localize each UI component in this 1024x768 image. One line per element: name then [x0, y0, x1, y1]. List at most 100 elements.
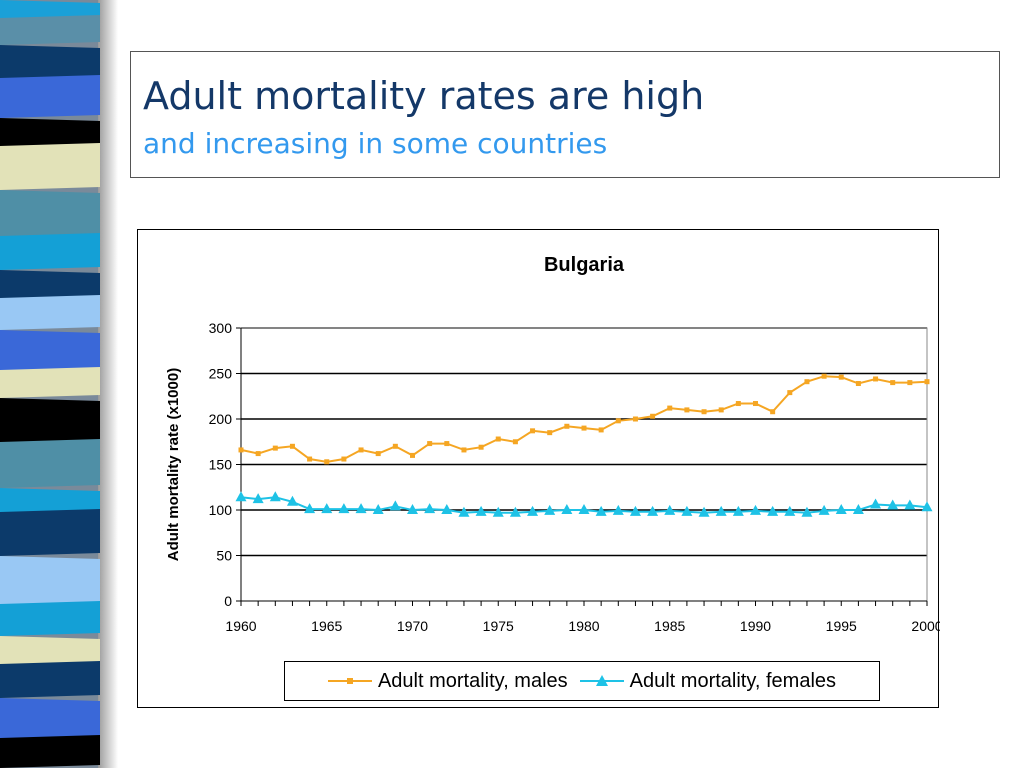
x-tick-label: 1970 — [397, 618, 428, 634]
data-point-males — [838, 374, 844, 380]
data-point-females — [595, 505, 607, 516]
data-point-females — [818, 504, 830, 515]
data-point-females — [698, 506, 710, 517]
data-point-females — [252, 493, 264, 504]
data-point-females — [338, 503, 350, 514]
data-point-females — [509, 506, 521, 517]
strip-band — [0, 439, 100, 488]
x-tick-label: 1965 — [311, 618, 342, 634]
data-point-males — [753, 401, 758, 407]
data-point-females — [852, 504, 864, 514]
data-point-males — [478, 444, 484, 450]
y-tick-label: 0 — [224, 593, 232, 609]
slide-title: Adult mortality rates are high — [143, 74, 705, 118]
data-point-males — [890, 380, 896, 386]
x-tick-label: 1985 — [654, 618, 685, 634]
data-point-females — [664, 504, 676, 515]
data-point-females — [629, 505, 641, 516]
data-point-males — [821, 373, 827, 379]
data-point-females — [544, 504, 556, 515]
x-tick-label: 2000 — [911, 618, 940, 634]
data-point-females — [561, 504, 573, 514]
data-point-females — [286, 495, 298, 506]
strip-band — [0, 190, 100, 239]
strip-band — [0, 15, 100, 45]
strip-band — [0, 330, 100, 373]
data-point-males — [238, 447, 244, 453]
data-point-males — [564, 423, 570, 429]
data-point-females — [921, 501, 933, 512]
title-box: Adult mortality rates are high and incre… — [130, 51, 1000, 178]
data-point-males — [392, 443, 398, 449]
strip-band — [0, 295, 100, 330]
data-point-males — [427, 441, 433, 447]
strip-shadow — [98, 0, 118, 768]
chart-title: Bulgaria — [544, 254, 625, 276]
data-point-males — [324, 459, 330, 465]
data-point-females — [492, 506, 504, 517]
strip-band — [0, 45, 100, 81]
data-point-males — [289, 443, 295, 449]
decorative-strip — [0, 0, 118, 768]
data-point-females — [304, 503, 316, 514]
data-point-males — [512, 439, 518, 445]
strip-band — [0, 509, 100, 556]
y-tick-label: 50 — [216, 548, 232, 564]
legend-item-males: Adult mortality, males — [327, 670, 568, 693]
data-point-females — [269, 491, 281, 502]
data-point-females — [441, 504, 453, 514]
data-point-males — [410, 452, 415, 458]
data-point-males — [684, 407, 690, 413]
data-point-females — [681, 505, 693, 516]
legend-swatch-females — [579, 675, 624, 686]
strip-band — [0, 488, 100, 515]
strip-band — [0, 698, 100, 741]
data-point-males — [770, 409, 776, 415]
data-point-males — [530, 428, 536, 434]
x-tick-label: 1960 — [225, 618, 256, 634]
data-point-males — [495, 436, 501, 442]
data-point-females — [904, 499, 916, 510]
data-point-males — [650, 413, 656, 419]
data-point-males — [307, 456, 313, 462]
data-point-females — [647, 505, 659, 516]
strip-band — [0, 233, 100, 270]
slide-subtitle: and increasing in some countries — [143, 127, 608, 160]
strip-band — [0, 661, 100, 698]
strip-band — [0, 270, 100, 301]
x-tick-label: 1990 — [740, 618, 771, 634]
data-point-females — [321, 503, 333, 514]
y-tick-label: 100 — [209, 502, 233, 518]
data-point-females — [578, 504, 590, 514]
data-point-males — [873, 376, 879, 382]
x-tick-label: 1980 — [568, 618, 599, 634]
data-point-males — [855, 381, 861, 387]
x-tick-label: 1995 — [826, 618, 857, 634]
data-point-males — [907, 380, 913, 386]
y-tick-label: 200 — [209, 411, 233, 427]
data-point-females — [458, 506, 470, 517]
data-point-females — [235, 491, 247, 502]
data-point-females — [407, 504, 418, 514]
stripe-pattern — [0, 0, 100, 768]
data-point-males — [632, 416, 638, 422]
data-point-females — [835, 504, 847, 514]
data-point-females — [715, 505, 727, 516]
strip-band — [0, 636, 100, 667]
data-point-males — [581, 425, 587, 431]
y-axis-label: Adult mortality rate (x1000) — [165, 368, 182, 561]
data-point-females — [612, 504, 624, 515]
chart-frame: Bulgaria Adult mortality rate (x1000) 0 50 1… — [137, 229, 940, 708]
data-point-males — [924, 379, 930, 385]
data-point-males — [255, 451, 261, 457]
data-point-males — [598, 427, 604, 433]
data-point-males — [461, 447, 467, 453]
data-point-males — [272, 445, 278, 451]
data-point-females — [372, 504, 384, 514]
data-point-females — [424, 503, 436, 514]
x-tick-label: 1975 — [483, 618, 514, 634]
legend-item-females: Adult mortality, females — [579, 670, 836, 693]
data-point-males — [547, 430, 553, 436]
data-point-males — [358, 447, 364, 453]
strip-band — [0, 556, 100, 607]
